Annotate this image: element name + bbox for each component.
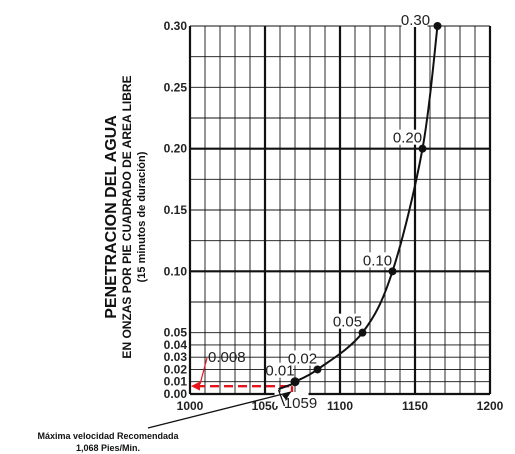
y-tick-label: 0.04 [164,338,188,352]
data-point [313,365,322,374]
point-label-bg [401,12,428,27]
x-tick-label: 1200 [477,399,504,413]
y-tick-label: 0.02 [164,362,188,376]
point-label-bg [267,362,293,378]
series-curve [278,25,439,391]
point-label: 0.30 [401,12,430,29]
point-label: 0.05 [333,314,362,331]
x-mark-label: 1059 [284,395,317,412]
x-mark-tick [277,389,286,407]
y-tick-label: 0.01 [164,375,188,389]
data-point [358,328,367,337]
y-axis-label: PENETRACION DEL AGUA EN ONZAS POR PIE CU… [103,75,148,358]
recommended-guide: 0.008 [191,349,294,408]
x-tick-label: 1000 [177,399,204,413]
note-line-2: 1,068 Pies/Min. [76,443,140,453]
data-point [290,377,300,387]
y-axis-label-line-3: (15 minutos de duración) [136,151,148,282]
data-point [388,267,397,276]
note-leader [147,391,292,429]
recommended-guide-arrowhead [191,381,200,391]
point-label: 0.20 [393,130,422,147]
note-line-1: Máxima velocidad Recomendada [37,431,179,441]
data-point [433,22,442,30]
y-tick-label: 0.00 [164,387,188,401]
note-leader-arrowhead [282,392,291,400]
y-axis-label-line-2: EN ONZAS POR PIE CUADRADO DE AREA LIBRE [120,75,134,358]
major-grid [188,26,492,396]
y-tick-label: 0.15 [164,203,188,217]
y-axis-label-line-1: PENETRACION DEL AGUA [103,115,120,319]
point-label-bg [394,129,421,145]
y-tick-label: 0.25 [164,80,188,94]
y-tick-label: 0.05 [164,326,188,340]
point-label: 0.01 [265,363,294,380]
y-tick-label: 0.30 [164,19,188,33]
point-label-bg [334,313,361,329]
data-point [418,144,427,153]
series-line [278,22,442,391]
x-tick-label: 1150 [402,399,428,413]
point-label: 0.02 [288,350,317,367]
x-tick-label: 1100 [327,399,353,413]
recommended-penetration-label: 0.008 [208,349,246,366]
point-labels: 0.010.02 0.05 0.10 0.20 0.30 [265,12,430,380]
point-label-bg [364,252,391,268]
y-tick-label: 0.10 [164,264,188,278]
point-label-bg [289,350,316,366]
y-tick-labels: 0.000.010.020.030.040.05 0.10 0.15 0.20 0.25… [164,19,188,401]
recommended-label-leader [199,357,208,385]
point-label: 0.10 [363,252,392,269]
x-tick-label: 1050 [252,399,279,413]
annotations: 1059 [147,389,317,429]
y-tick-label: 0.20 [164,142,188,156]
x-tick-labels: 1000 1050 1100 1150 1200 [177,399,504,413]
y-tick-label: 0.03 [164,350,188,364]
